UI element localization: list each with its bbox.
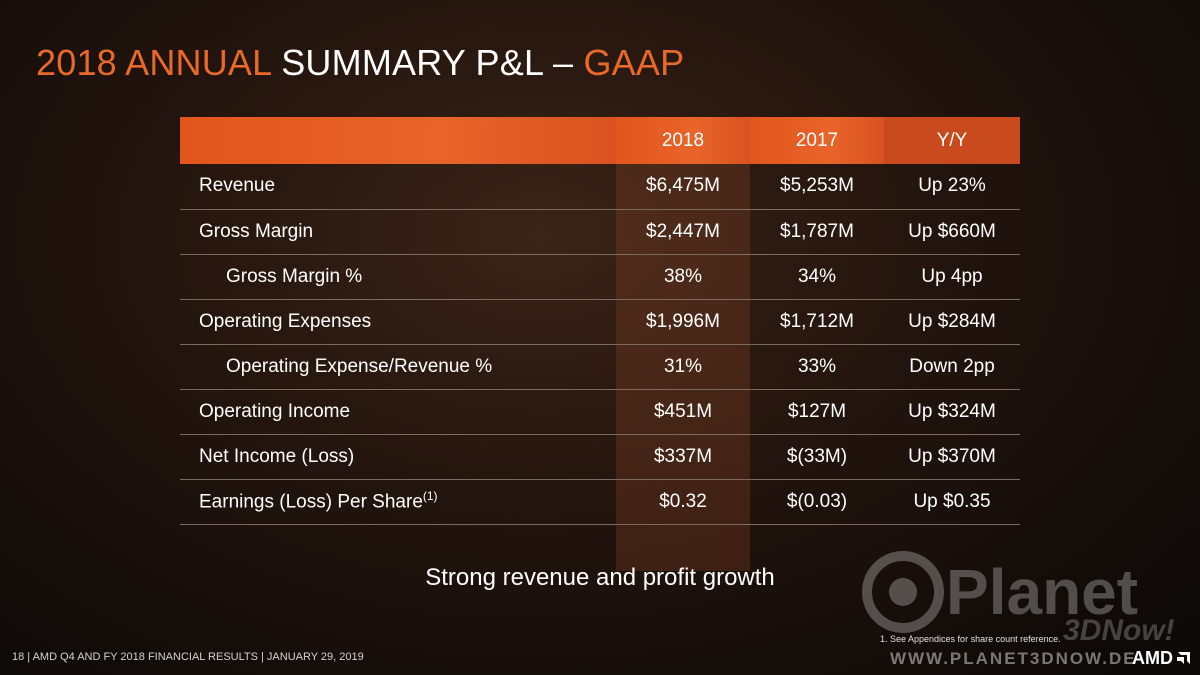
amd-logo-text: AMD [1132,648,1173,668]
value-2017: $5,253M [780,175,854,197]
value-2018: 31% [663,355,703,377]
table-row: Net Income (Loss) $337M $(33M) Up $370M [180,434,1020,479]
value-2017: $1,712M [780,310,854,332]
value-2017: $(33M) [786,445,848,467]
row-label: Net Income (Loss) [199,445,355,467]
header-2018: 2018 [616,117,750,164]
header-blank [180,117,616,164]
table-row: Gross Margin % 38% 34% Up 4pp [180,254,1020,299]
footnote: 1. See Appendices for share count refere… [880,634,1061,644]
header-yy: Y/Y [884,117,1020,164]
value-2018: 38% [663,265,703,287]
value-2018: $6,475M [646,175,720,197]
value-2017: 34% [797,265,837,287]
row-label: Operating Income [199,400,351,422]
value-yy: Up $660M [908,220,996,242]
row-label: Revenue [199,175,276,197]
row-label: Operating Expense/Revenue % [226,355,493,377]
value-yy: Up $284M [908,310,996,332]
row-label-text: Earnings (Loss) Per Share [199,491,423,513]
value-2017: $1,787M [780,220,854,242]
title-year: 2018 ANNUAL [36,42,272,83]
value-yy: Up $324M [908,400,996,422]
row-label: Operating Expenses [199,310,372,332]
title-gaap: GAAP [583,42,685,83]
amd-logo: AMD [1132,648,1190,669]
value-2018: $1,996M [646,310,720,332]
table-row: Revenue $6,475M $5,253M Up 23% [180,164,1020,209]
table-row: Operating Expense/Revenue % 31% 33% Down… [180,344,1020,389]
footnote-ref: (1) [422,489,438,504]
page-title: 2018 ANNUAL SUMMARY P&L – GAAP [36,42,684,84]
watermark-site: WWW.PLANET3DNOW.DE [890,649,1137,668]
table-header-row: 2018 2017 Y/Y [180,117,1020,164]
value-yy: Up $370M [908,445,996,467]
row-label: Gross Margin [199,220,314,242]
value-2017: $127M [787,400,847,422]
header-2017: 2017 [750,117,884,164]
value-yy: Up 4pp [921,265,983,287]
column-highlight-2018 [616,164,750,571]
pl-table: 2018 2017 Y/Y Revenue $6,475M $5,253M Up… [180,117,1020,525]
row-label: Gross Margin % [226,265,363,287]
table-row: Gross Margin $2,447M $1,787M Up $660M [180,209,1020,254]
slide-footer: 18 | AMD Q4 AND FY 2018 FINANCIAL RESULT… [12,651,364,663]
amd-arrow-icon [1177,651,1190,664]
value-2017: 33% [797,355,837,377]
watermark-brand: Planet [946,556,1138,628]
table-row: Operating Income $451M $127M Up $324M [180,389,1020,434]
value-yy: Up $0.35 [913,490,991,512]
value-2018: $451M [653,400,713,422]
value-yy: Down 2pp [909,355,995,377]
table-row: Earnings (Loss) Per Share(1) $0.32 $(0.0… [180,479,1020,524]
pl-table-container: 2018 2017 Y/Y Revenue $6,475M $5,253M Up… [180,117,1020,571]
value-yy: Up 23% [918,175,986,197]
value-2018: $2,447M [646,220,720,242]
planet3dnow-watermark: Planet 3DNow! [862,551,1175,647]
value-2018: $337M [653,445,713,467]
value-2018: $0.32 [659,490,707,512]
title-main: SUMMARY P&L – [281,42,574,83]
tagline: Strong revenue and profit growth [425,564,775,591]
table-row: Operating Expenses $1,996M $1,712M Up $2… [180,299,1020,344]
row-label: Earnings (Loss) Per Share(1) [180,479,616,524]
watermark-sub: 3DNow! [1063,614,1175,647]
value-2017: $(0.03) [786,490,848,512]
